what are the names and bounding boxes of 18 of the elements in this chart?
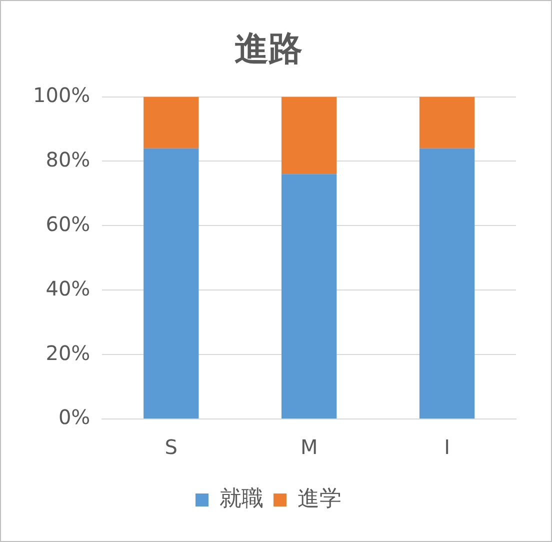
bar [419, 96, 475, 148]
x-tick-label: S [164, 435, 178, 460]
chart-title: 進路 [234, 29, 302, 70]
bar [282, 96, 337, 174]
legend-label: 進学 [298, 486, 342, 512]
x-tick-label: M [300, 435, 318, 460]
y-tick-label: 60% [46, 212, 90, 236]
bar [419, 148, 475, 418]
y-tick-label: 100% [32, 83, 90, 108]
legend-label: 就職 [220, 486, 264, 512]
y-tick-label: 0% [58, 405, 90, 430]
y-tick-label: 40% [46, 276, 90, 300]
bar [282, 174, 337, 418]
y-tick-label: 80% [46, 147, 90, 172]
y-tick-label: 20% [46, 340, 90, 365]
x-tick-label: I [444, 435, 450, 460]
bar [144, 96, 199, 148]
bar [144, 148, 199, 418]
